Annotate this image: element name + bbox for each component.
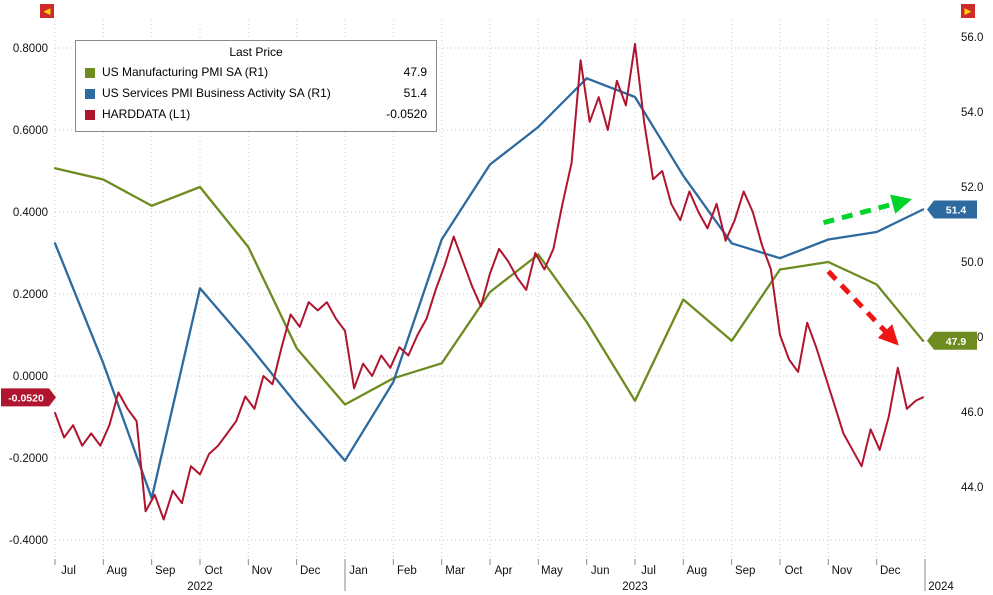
left-axis-tick-label: -0.4000 <box>9 535 48 547</box>
manufacturing-down-arrow <box>826 269 899 346</box>
month-label: Oct <box>205 565 224 577</box>
month-label: Mar <box>445 565 465 577</box>
month-label: Dec <box>880 565 901 577</box>
right-axis-tick-label: 50.0 <box>961 257 983 269</box>
legend-label-harddata: HARDDATA (L1) <box>102 107 191 121</box>
month-label: Oct <box>785 565 804 577</box>
pan-left-icon[interactable]: ◀ <box>40 4 54 18</box>
month-label: Sep <box>735 565 755 577</box>
us-manufacturing-pmi-sa-line <box>53 167 925 406</box>
month-label: Jul <box>641 565 656 577</box>
left-axis-tick-label: 0.0000 <box>13 371 48 383</box>
legend-label-services-pmi: US Services PMI Business Activity SA (R1… <box>102 86 331 100</box>
year-label: 2023 <box>622 581 648 593</box>
month-label: Feb <box>397 565 417 577</box>
left-axis-tick-label: 0.6000 <box>13 125 48 137</box>
month-label: Nov <box>832 565 853 577</box>
right-axis-tick-label: 56.0 <box>961 32 983 44</box>
left-axis-tick-label: 0.2000 <box>13 289 48 301</box>
right-axis-tick-label: 46.0 <box>961 407 983 419</box>
legend-item-services-pmi[interactable]: US Services PMI Business Activity SA (R1… <box>85 83 427 104</box>
right-axis-tick-label: 44.0 <box>961 482 983 494</box>
legend-item-harddata[interactable]: HARDDATA (L1) -0.0520 <box>85 104 427 125</box>
last-price-badge-harddata <box>1 388 56 407</box>
last-price-badge-manufacturing <box>927 331 977 350</box>
pan-right-icon[interactable]: ▶ <box>961 4 975 18</box>
month-label: Nov <box>252 565 273 577</box>
legend-item-manufacturing-pmi[interactable]: US Manufacturing PMI SA (R1) 47.9 <box>85 62 427 83</box>
right-axis-tick-label: 52.0 <box>961 182 983 194</box>
right-axis-tick-label: 54.0 <box>961 107 983 119</box>
last-price-badge-label: 51.4 <box>946 205 967 217</box>
left-axis-tick-label: 0.8000 <box>13 43 48 55</box>
year-label: 2024 <box>928 581 954 593</box>
last-price-badge-harddata-label: -0.0520 <box>8 392 44 404</box>
legend: Last Price US Manufacturing PMI SA (R1) … <box>75 40 437 132</box>
legend-title: Last Price <box>229 45 283 59</box>
month-label: May <box>541 565 563 577</box>
legend-value-harddata: -0.0520 <box>386 107 427 121</box>
left-axis-tick-label: 0.4000 <box>13 207 48 219</box>
month-label: Jun <box>591 565 610 577</box>
month-label: Jul <box>61 565 76 577</box>
services-pmi-color-chip <box>85 88 95 99</box>
month-label: Aug <box>687 565 707 577</box>
month-label: Jan <box>349 565 368 577</box>
harddata-color-chip <box>85 109 95 120</box>
us-services-pmi-business-activity-sa-line <box>53 77 925 500</box>
manufacturing-pmi-color-chip <box>85 67 95 78</box>
legend-value-manufacturing-pmi: 47.9 <box>403 65 427 79</box>
services-up-arrow <box>822 194 912 226</box>
last-price-badge-services <box>927 200 977 219</box>
month-label: Aug <box>107 565 127 577</box>
harddata-line <box>54 42 924 521</box>
last-price-badge-label: 47.9 <box>946 336 967 348</box>
month-label: Dec <box>300 565 321 577</box>
left-axis-tick-label: -0.2000 <box>9 453 48 465</box>
month-label: Apr <box>495 565 513 577</box>
month-label: Sep <box>155 565 175 577</box>
legend-label-manufacturing-pmi: US Manufacturing PMI SA (R1) <box>102 65 269 79</box>
legend-value-services-pmi: 51.4 <box>403 86 427 100</box>
year-label: 2022 <box>187 581 213 593</box>
